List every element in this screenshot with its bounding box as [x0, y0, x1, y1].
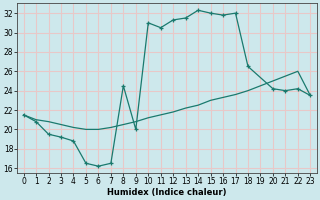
- X-axis label: Humidex (Indice chaleur): Humidex (Indice chaleur): [107, 188, 227, 197]
